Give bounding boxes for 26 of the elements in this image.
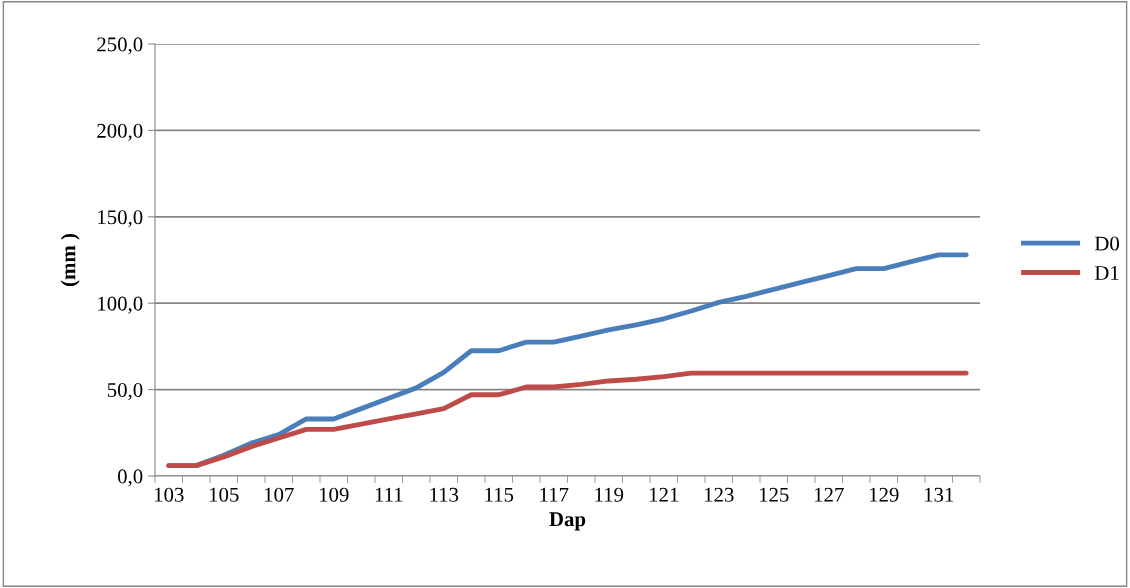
- y-tick-label: 250,0: [97, 37, 143, 55]
- x-tick-label: 113: [430, 487, 459, 502]
- x-tick-label: 125: [759, 487, 789, 502]
- x-tick-label: 129: [869, 487, 899, 502]
- x-tick-label: 121: [649, 487, 679, 502]
- x-tick-label: 123: [704, 487, 734, 502]
- x-tick-label: 127: [814, 487, 844, 502]
- y-tick-label: 150,0: [98, 210, 143, 228]
- x-tick-label: 117: [540, 487, 569, 502]
- y-axis-title: (mm ): [60, 234, 80, 286]
- y-tick-label: 50,0: [107, 382, 143, 401]
- legend-label: D0: [1094, 236, 1119, 251]
- x-tick-label: 131: [924, 487, 954, 502]
- x-tick-label: 107: [264, 487, 294, 502]
- line-series: [166, 370, 969, 469]
- x-tick-label: 111: [375, 487, 403, 502]
- x-tick-label: 115: [485, 487, 514, 502]
- x-tick-label: 119: [595, 487, 624, 502]
- y-tick-label: 200,0: [97, 123, 143, 141]
- x-tick-label: 105: [209, 487, 239, 502]
- y-tick-label: 0,0: [117, 469, 143, 487]
- y-tick-label: 100,0: [98, 296, 143, 314]
- legend-label: D1: [1094, 266, 1119, 280]
- x-tick-label: 103: [154, 487, 184, 502]
- x-axis-title: Dap: [549, 512, 586, 531]
- x-tick-label: 109: [319, 487, 349, 502]
